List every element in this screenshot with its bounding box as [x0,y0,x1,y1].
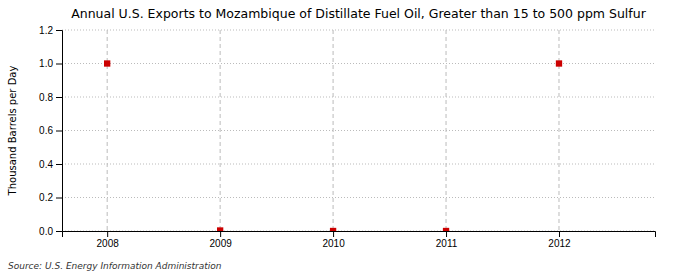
point [330,228,336,231]
tick: 0.8 [39,92,62,103]
tick-mark [56,231,62,232]
y-grid-line [62,164,655,165]
tick-label: 0.0 [39,226,53,237]
tick-mark [56,164,62,165]
tick-label: 0.2 [39,192,53,203]
axis-line [63,232,656,238]
point [217,227,223,231]
x-grid-line [333,30,334,231]
tick-mark [220,231,221,237]
x-grid-line [107,30,108,231]
tick: 0.4 [39,159,62,170]
tick-label: 0.6 [39,125,53,136]
title: Annual U.S. Exports to Mozambique of Dis… [71,6,646,21]
y-axis: 0.0 0.2 0.4 0.6 0.8 1.0 1.2 [39,25,62,237]
tick-mark [56,30,62,31]
point [104,60,110,66]
tick-label: 1.0 [39,58,53,69]
source-note: Source: U.S. Energy Information Administ… [8,261,222,271]
chart: 2008 2009 2010 2011 2012 0.0 0.2 0.4 0.6 0.8 1.0 1.… [0,0,675,275]
tick: 0.6 [39,125,62,136]
tick: 1.0 [39,58,62,69]
tick-mark [333,231,334,237]
tick-mark [107,231,108,237]
x-axis: 2008 2009 2010 2011 2012 [63,231,656,249]
tick-label: 2009 [210,238,233,249]
tick-label: 2012 [548,238,571,249]
tick-mark [56,131,62,132]
plot: 2008 2009 2010 2011 2012 0.0 0.2 0.4 0.6 0.8 1.0 1.… [39,25,655,249]
tick: 2012 [548,231,571,249]
tick-mark [56,97,62,98]
tick-mark [56,198,62,199]
y-grid-line [62,63,655,64]
tick: 2011 [436,231,458,249]
tick-label: 2011 [436,238,458,249]
tick: 2008 [97,231,120,249]
tick-label: 2008 [97,238,120,249]
tick: 2009 [210,231,233,249]
tick: 1.2 [39,25,62,36]
y-axis-label: Thousand Barrels per Day [7,66,18,197]
tick-label: 1.2 [39,25,53,36]
point [556,60,562,66]
x-grid-line [558,30,559,231]
tick: 0.2 [39,192,62,203]
axis-line [56,31,63,232]
y-grid-line [62,30,655,31]
tick-label: 0.8 [39,92,53,103]
tick-label: 2010 [322,238,345,249]
tick-mark [446,231,447,237]
y-grid-line [62,130,655,131]
tick: 0.0 [39,226,62,237]
tick-mark [559,231,560,237]
x-grid-line [220,30,221,231]
tick-mark [56,64,62,65]
y-grid-line [62,197,655,198]
point [443,228,449,231]
points [104,60,562,231]
x-grid-line [446,30,447,231]
y-grid-line [62,97,655,98]
tick-label: 0.4 [39,159,53,170]
grid [62,30,655,231]
chart-container: 2008 2009 2010 2011 2012 0.0 0.2 0.4 0.6 0.8 1.0 1.… [0,0,675,275]
tick: 2010 [322,231,345,249]
